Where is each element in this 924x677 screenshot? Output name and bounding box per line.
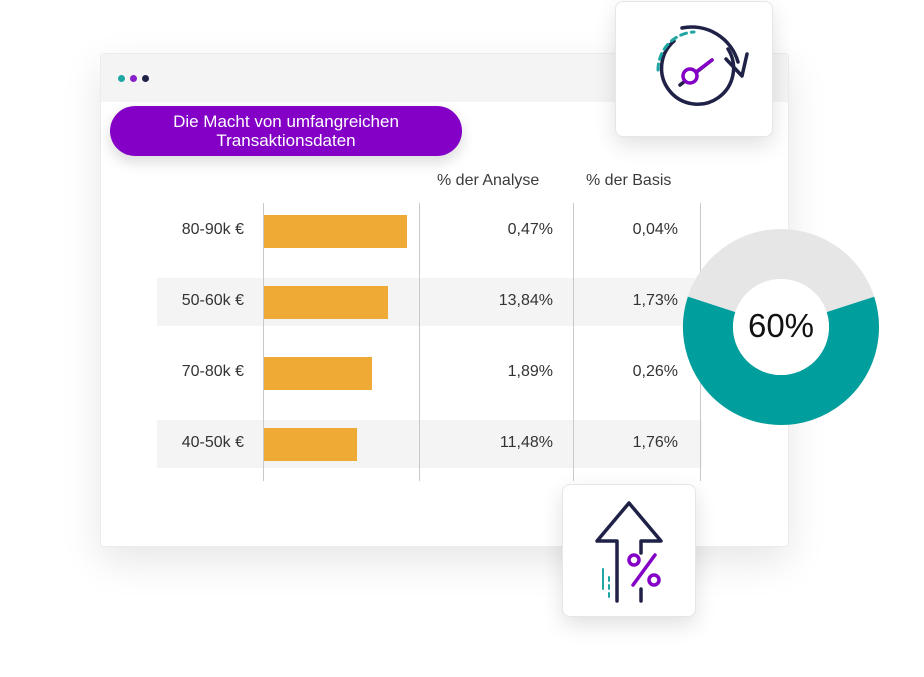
percent-up-arrow-icon (595, 501, 663, 603)
table-divider (573, 203, 574, 481)
speedometer-refresh-icon (656, 25, 749, 106)
page-title-line1: Die Macht von umfangreichen (173, 112, 399, 131)
row-bar (264, 428, 357, 461)
donut-hole (733, 279, 829, 375)
table-row: 80-90k € 0,47% 0,04% (157, 207, 702, 255)
donut-percentage-label: 60% (747, 307, 815, 344)
gauge-card (615, 1, 773, 137)
donut-chart (683, 229, 879, 425)
table-row: 40-50k € 11,48% 1,76% (157, 420, 702, 468)
row-value-analyse: 13,84% (498, 292, 553, 309)
row-bar (264, 215, 407, 248)
donut-segment (683, 229, 879, 425)
row-bar (264, 357, 372, 390)
column-header-analyse: % der Analyse (437, 172, 540, 189)
row-label: 40-50k € (181, 434, 244, 451)
row-label: 70-80k € (181, 363, 244, 380)
row-value-basis: 1,76% (632, 434, 678, 451)
table-divider (263, 203, 264, 481)
window-dot-navy (142, 75, 149, 82)
row-value-analyse: 1,89% (507, 363, 553, 380)
page-title: Die Macht von umfangreichen Transaktions… (110, 106, 462, 156)
column-header-basis: % der Basis (586, 172, 672, 189)
table-divider (419, 203, 420, 481)
row-label: 50-60k € (181, 292, 244, 309)
table-row: 50-60k € 13,84% 1,73% (157, 278, 702, 326)
row-label: 80-90k € (181, 221, 244, 238)
window-dot-teal (118, 75, 125, 82)
row-value-basis: 1,73% (632, 292, 678, 309)
table-row: 70-80k € 1,89% 0,26% (157, 349, 702, 397)
row-value-basis: 0,04% (632, 221, 678, 238)
window-dot-purple (130, 75, 137, 82)
percent-arrow-card (562, 484, 696, 617)
row-value-basis: 0,26% (632, 363, 678, 380)
row-bar (264, 286, 388, 319)
row-value-analyse: 11,48% (499, 434, 553, 451)
row-value-analyse: 0,47% (507, 221, 553, 238)
page-title-line2: Transaktionsdaten (216, 131, 356, 150)
